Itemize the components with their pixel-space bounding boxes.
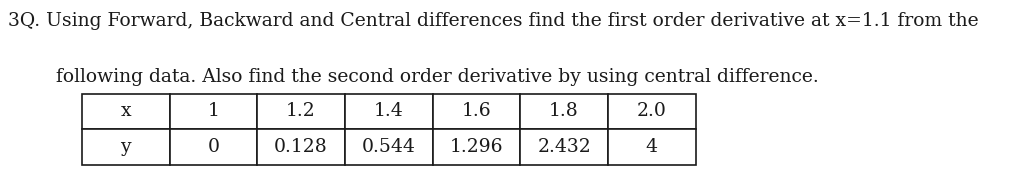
Text: 3Q. Using Forward, Backward and Central differences find the first order derivat: 3Q. Using Forward, Backward and Central … [8,12,979,30]
Text: following data. Also find the second order derivative by using central differenc: following data. Also find the second ord… [56,68,819,86]
